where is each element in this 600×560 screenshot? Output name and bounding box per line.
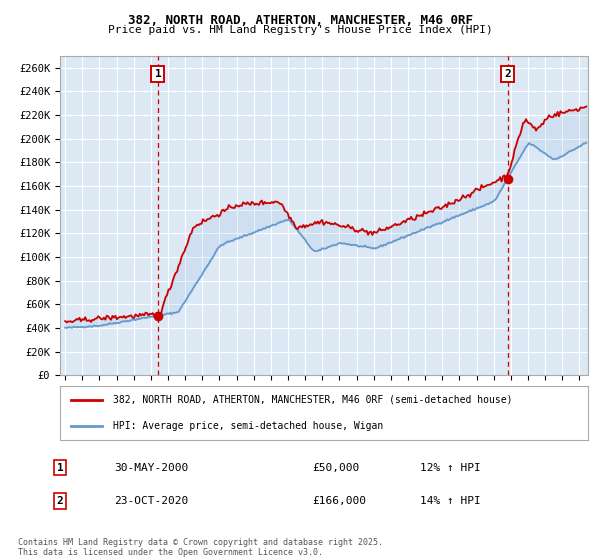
Text: 2: 2 bbox=[56, 496, 64, 506]
Text: Contains HM Land Registry data © Crown copyright and database right 2025.
This d: Contains HM Land Registry data © Crown c… bbox=[18, 538, 383, 557]
Text: 1: 1 bbox=[56, 463, 64, 473]
Text: Price paid vs. HM Land Registry's House Price Index (HPI): Price paid vs. HM Land Registry's House … bbox=[107, 25, 493, 35]
Text: 2: 2 bbox=[504, 69, 511, 79]
Text: £50,000: £50,000 bbox=[312, 463, 359, 473]
Text: 382, NORTH ROAD, ATHERTON, MANCHESTER, M46 0RF (semi-detached house): 382, NORTH ROAD, ATHERTON, MANCHESTER, M… bbox=[113, 395, 512, 405]
Text: 12% ↑ HPI: 12% ↑ HPI bbox=[420, 463, 481, 473]
Text: £166,000: £166,000 bbox=[312, 496, 366, 506]
Text: 14% ↑ HPI: 14% ↑ HPI bbox=[420, 496, 481, 506]
Text: 1: 1 bbox=[155, 69, 161, 79]
Text: 23-OCT-2020: 23-OCT-2020 bbox=[114, 496, 188, 506]
Text: HPI: Average price, semi-detached house, Wigan: HPI: Average price, semi-detached house,… bbox=[113, 421, 383, 431]
Text: 382, NORTH ROAD, ATHERTON, MANCHESTER, M46 0RF: 382, NORTH ROAD, ATHERTON, MANCHESTER, M… bbox=[128, 14, 473, 27]
Text: 30-MAY-2000: 30-MAY-2000 bbox=[114, 463, 188, 473]
